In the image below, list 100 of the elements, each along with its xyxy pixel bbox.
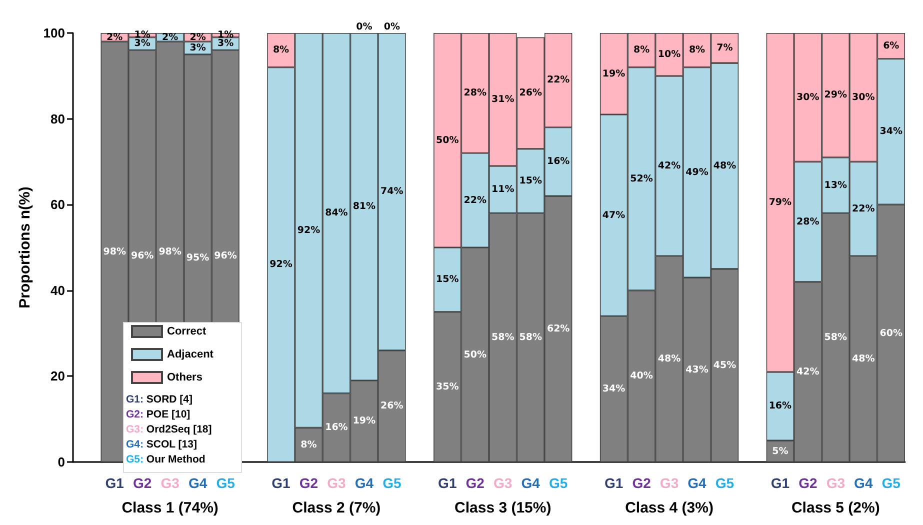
data-label: 3% — [190, 42, 206, 54]
data-label: 74% — [380, 186, 404, 198]
data-label: 58% — [519, 332, 542, 344]
x-tick-label: G5 — [548, 475, 568, 491]
data-label: 22% — [852, 203, 876, 214]
x-tick-label: G4 — [688, 475, 707, 491]
data-label: 98% — [103, 246, 126, 258]
data-label: 81% — [352, 201, 376, 212]
annotation: G5: Our Method — [126, 454, 206, 466]
data-label: 42% — [796, 366, 820, 378]
data-label: 19% — [352, 416, 376, 427]
legend-label: Adjacent — [167, 348, 214, 360]
x-tick-label: G2 — [299, 475, 318, 491]
data-label: 95% — [186, 252, 210, 264]
x-tick-label: G1 — [604, 475, 624, 491]
data-label: 28% — [796, 216, 820, 228]
x-tick-label: G5 — [715, 475, 734, 491]
data-label: 49% — [686, 166, 709, 178]
legend-label: Others — [167, 372, 202, 384]
x-tick-label: G1 — [438, 475, 457, 491]
text: Class 3 (15%) — [454, 500, 552, 516]
data-label: 15% — [436, 274, 460, 286]
x-tick-label: G5 — [382, 475, 402, 491]
data-label: 34% — [602, 384, 626, 395]
y-axis-title: Proportions n(%) — [16, 186, 34, 308]
data-label: 48% — [852, 354, 876, 365]
annotation: G2: POE [10] — [126, 408, 190, 420]
x-tick-label: G5 — [882, 475, 901, 491]
x-tick-label: G3 — [494, 475, 512, 491]
data-label: 35% — [436, 381, 460, 392]
x-tick-label: G1 — [272, 475, 291, 491]
data-label: 15% — [519, 176, 542, 187]
data-label: 50% — [464, 349, 487, 360]
data-label: 92% — [270, 259, 293, 270]
y-tick-label: 100 — [43, 26, 65, 40]
data-label: 11% — [491, 184, 515, 196]
data-label: 62% — [546, 324, 570, 335]
x-tick-label: G3 — [660, 475, 679, 491]
x-tick-label: G4 — [188, 475, 208, 491]
text: Class 5 (2%) — [791, 500, 880, 516]
data-label: 31% — [491, 94, 515, 105]
x-tick-label: G2 — [632, 475, 652, 491]
data-label: 6% — [883, 40, 900, 52]
data-label: 16% — [768, 400, 792, 412]
data-label: 58% — [491, 332, 515, 344]
y-tick-label: 40 — [50, 282, 65, 298]
data-label: 48% — [658, 354, 682, 365]
data-label: 60% — [880, 328, 903, 339]
x-tick-label: G2 — [798, 475, 818, 491]
data-label: 58% — [824, 332, 848, 344]
data-label: 26% — [519, 88, 542, 99]
annotation: G1: SORD [4] — [126, 394, 193, 406]
data-label: 48% — [713, 160, 737, 172]
data-label: 47% — [602, 210, 626, 221]
data-label: 30% — [796, 92, 820, 103]
data-label: 45% — [713, 360, 737, 371]
data-label: 8% — [633, 44, 650, 56]
data-label: 7% — [716, 42, 734, 54]
data-label: 2% — [162, 32, 179, 43]
data-label: 2% — [106, 32, 124, 43]
data-label: 29% — [824, 90, 848, 101]
data-label: 40% — [630, 370, 654, 382]
data-label: 52% — [630, 173, 654, 184]
data-label: 98% — [158, 246, 182, 258]
data-label: 10% — [658, 48, 682, 60]
data-label: 19% — [602, 68, 626, 80]
data-label: 42% — [658, 160, 682, 172]
x-tick-label: G2 — [132, 475, 152, 491]
x-tick-label: G3 — [327, 475, 346, 491]
data-label: 0% — [384, 22, 400, 32]
x-tick-label: G1 — [105, 475, 124, 491]
x-tick-label: G3 — [160, 475, 180, 491]
annotation: G4: SCOL [13] — [126, 438, 197, 450]
data-label: 96% — [130, 250, 154, 262]
data-label: 3% — [134, 38, 151, 50]
data-label: 22% — [546, 74, 570, 86]
data-label: 0% — [356, 22, 373, 32]
y-tick-label: 20 — [50, 368, 65, 384]
data-label: 3% — [217, 38, 234, 50]
y-tick-label: 0 — [58, 454, 65, 470]
data-label: 79% — [768, 196, 792, 208]
annotation: G3: Ord2Seq [18] — [126, 424, 212, 436]
data-label: 96% — [214, 250, 238, 262]
y-tick-label: 60 — [50, 197, 65, 212]
data-label: 8% — [300, 439, 318, 450]
data-label: 28% — [464, 88, 487, 99]
data-label: 43% — [686, 364, 709, 376]
x-tick-label: G4 — [354, 475, 374, 491]
x-tick-label: G4 — [521, 475, 540, 491]
data-label: 2% — [190, 32, 206, 43]
x-tick-label: G4 — [854, 475, 873, 491]
text: Class 4 (3%) — [625, 500, 714, 516]
data-label: 30% — [852, 92, 876, 103]
data-label: 16% — [325, 422, 348, 434]
text: Class 2 (7%) — [292, 500, 381, 516]
data-label: 26% — [380, 400, 404, 412]
data-label: 84% — [325, 208, 348, 219]
data-label: 50% — [436, 134, 460, 146]
data-label: 13% — [824, 180, 848, 191]
data-label: 34% — [880, 126, 903, 138]
